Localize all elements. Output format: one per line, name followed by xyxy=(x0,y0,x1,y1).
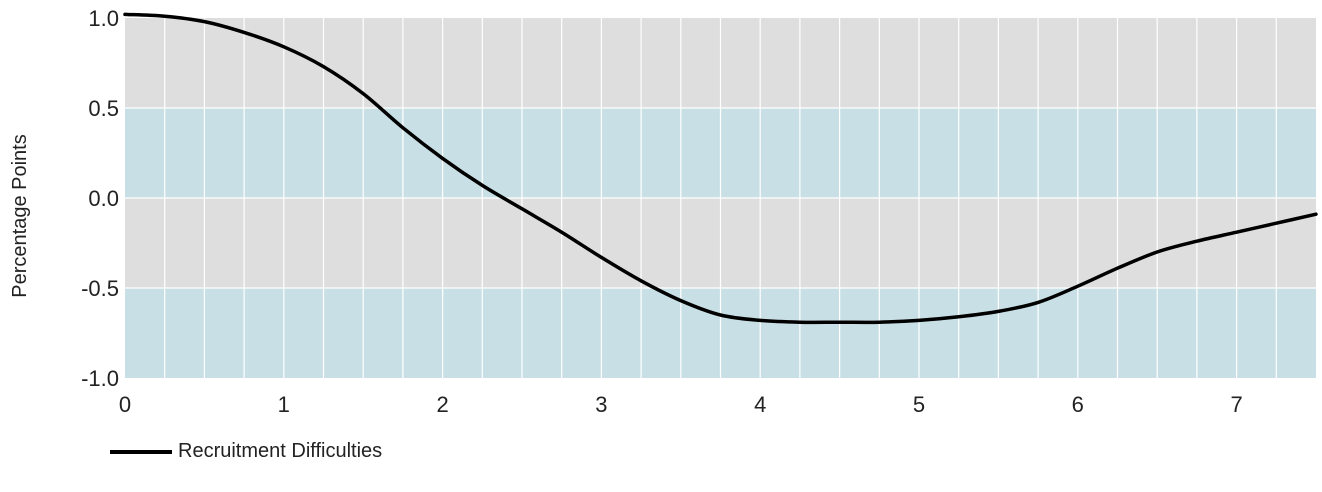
legend: Recruitment Difficulties xyxy=(110,440,382,463)
x-tick-label: 0 xyxy=(119,392,131,417)
x-tick-label: 2 xyxy=(436,392,448,417)
x-axis-title: Year xyxy=(705,429,746,430)
y-tick-label: 1.0 xyxy=(88,6,119,31)
x-tick-label: 4 xyxy=(754,392,766,417)
x-tick-label: 1 xyxy=(278,392,290,417)
y-tick-label: 0.5 xyxy=(88,96,119,121)
y-tick-label: -0.5 xyxy=(81,276,119,301)
y-tick-label: 0.0 xyxy=(88,186,119,211)
x-tick-label: 6 xyxy=(1072,392,1084,417)
legend-swatch xyxy=(110,449,172,454)
series-line-recruitment-difficulties xyxy=(123,12,1318,325)
x-tick-label: 5 xyxy=(913,392,925,417)
y-axis-title: Percentage Points xyxy=(9,134,31,297)
line-chart: 1.0 0.5 0.0 -0.5 -1.00 1 2 3 4 5 6 7 Year Percentage … xyxy=(9,6,1318,430)
legend-label: Recruitment Difficulties xyxy=(178,440,383,462)
x-tick-label: 7 xyxy=(1230,392,1242,417)
x-tick-label: 3 xyxy=(595,392,607,417)
y-tick-label: -1.0 xyxy=(81,366,119,391)
